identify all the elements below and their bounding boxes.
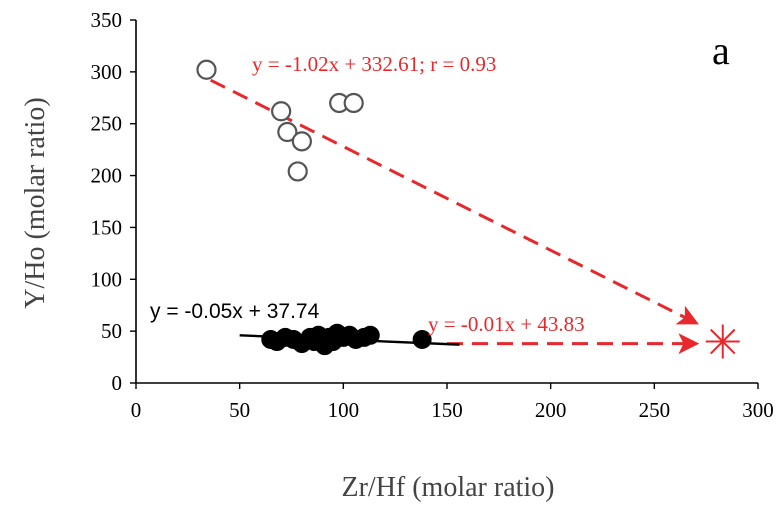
filled-circle-point [360,325,380,345]
data-points [196,59,740,359]
y-tick-label: 150 [91,215,123,239]
x-tick-label: 50 [229,398,250,422]
y-tick-label: 100 [91,267,123,291]
lower-equation-black: y = -0.05x + 37.74 [150,300,320,323]
annotations: a y = -1.02x + 332.61; r = 0.93 y = -0.0… [20,28,730,503]
open-circle-point [291,131,312,152]
lower-equation-red: y = -0.01x + 43.83 [428,312,585,336]
y-axis-title: Y/Ho (molar ratio) [20,97,51,309]
open-circle-point [271,101,292,122]
y-tick-label: 50 [101,319,122,343]
y-tick-label: 300 [91,60,123,84]
open-circle-point [196,59,217,80]
panel-label: a [712,28,730,73]
dashed-trend-arrow [209,78,699,325]
asterisk-point [705,324,740,359]
y-tick-label: 200 [91,164,123,188]
x-axis-title: Zr/Hf (molar ratio) [341,472,554,503]
open-circle-point [343,92,364,114]
asterisk-stroke [710,328,736,355]
x-tick-label: 150 [431,398,463,422]
x-tick-label: 200 [535,398,567,422]
x-tick-label: 250 [639,398,671,422]
open-circle-point [287,161,308,182]
y-tick-label: 250 [91,112,123,136]
x-tick-label: 100 [328,398,360,422]
upper-equation: y = -1.02x + 332.61; r = 0.93 [252,52,496,76]
y-tick-label: 0 [112,371,123,395]
x-tick-label: 300 [742,398,774,422]
y-tick-label: 350 [91,8,123,32]
ticks: 0 50 100 150 200 250 300 0 50 100 150 200 250 300 350 [91,8,774,422]
x-tick-label: 0 [131,398,142,422]
open-circle-point [277,121,298,143]
filled-circle-point [412,329,432,349]
